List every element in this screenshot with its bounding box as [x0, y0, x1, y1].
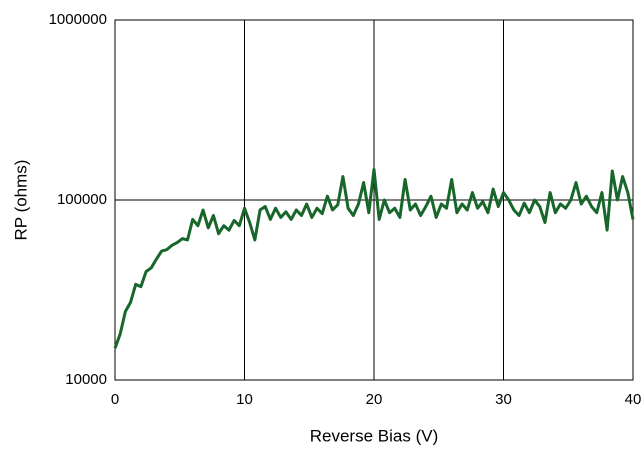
x-tick-label: 30: [495, 391, 512, 408]
x-axis-label: Reverse Bias (V): [310, 426, 438, 445]
y-tick-label: 10000: [65, 371, 107, 388]
y-axis-label: RP (ohms): [11, 160, 30, 241]
y-tick-label: 100000: [57, 191, 107, 208]
x-tick-label: 0: [111, 391, 119, 408]
y-tick-label: 1000000: [49, 11, 107, 28]
plot-frame: [114, 19, 634, 381]
x-tick-label: 40: [625, 391, 642, 408]
data-line: [113, 167, 635, 349]
x-tick-label: 10: [236, 391, 253, 408]
x-tick-label: 20: [366, 391, 383, 408]
